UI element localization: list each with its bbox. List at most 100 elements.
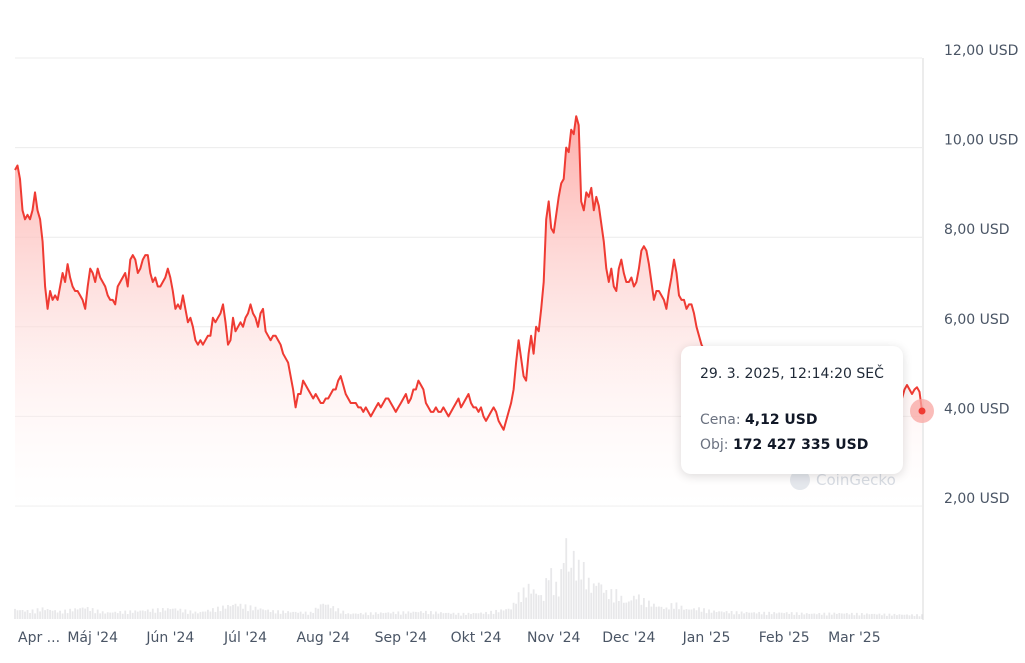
volume-bar xyxy=(337,608,340,619)
volume-bar xyxy=(354,613,357,619)
volume-bar xyxy=(31,609,34,619)
tooltip-price-value: 4,12 USD xyxy=(745,412,818,428)
tooltip-volume-label: Obj: xyxy=(700,437,729,453)
hover-marker[interactable] xyxy=(918,407,926,415)
x-tick-label: Okt '24 xyxy=(451,630,502,646)
volume-bar xyxy=(119,611,122,619)
volume-bar xyxy=(239,603,242,619)
volume-bar xyxy=(64,609,67,619)
volume-bar xyxy=(24,611,26,619)
volume-bar xyxy=(537,595,540,619)
volume-bar xyxy=(637,594,640,619)
volume-bar xyxy=(232,604,234,619)
volume-bar xyxy=(860,613,863,619)
volume-bar xyxy=(394,614,397,619)
volume-bar xyxy=(502,610,505,619)
volume-bar xyxy=(154,612,157,619)
volume-bar xyxy=(587,577,590,619)
volume-bar xyxy=(435,611,437,619)
volume-bar xyxy=(602,592,605,619)
volume-bar xyxy=(334,611,337,619)
y-tick-label: 4,00 USD xyxy=(944,401,1010,417)
volume-bar xyxy=(76,609,79,619)
volume-bar xyxy=(299,611,302,619)
volume-bar xyxy=(605,589,608,619)
volume-bar xyxy=(317,608,320,619)
volume-bar xyxy=(855,612,858,619)
x-tick-label: Dec '24 xyxy=(602,630,655,646)
volume-bar xyxy=(750,612,753,619)
volume-bar xyxy=(863,614,866,619)
volume-bar xyxy=(387,612,390,619)
volume-bar xyxy=(467,612,470,619)
volume-bar xyxy=(896,615,898,619)
volume-bar xyxy=(808,613,811,619)
volume-bar xyxy=(690,609,693,619)
volume-bar xyxy=(252,610,254,619)
volume-bar xyxy=(878,613,881,619)
volume-bar xyxy=(364,612,367,619)
volume-bar xyxy=(575,580,578,619)
volume-bar xyxy=(121,613,124,619)
volume-bar xyxy=(450,613,452,619)
volume-bar xyxy=(81,607,84,619)
volume-bar xyxy=(660,606,663,619)
y-tick-label: 12,00 USD xyxy=(944,43,1018,59)
volume-bar xyxy=(567,571,570,619)
volume-bar xyxy=(184,609,187,619)
volume-bar xyxy=(309,611,312,619)
volume-bar xyxy=(485,611,487,619)
volume-bar xyxy=(557,596,560,619)
volume-bar xyxy=(382,613,385,619)
volume-bar xyxy=(705,613,708,619)
volume-bar xyxy=(397,611,400,619)
volume-bar xyxy=(106,612,109,619)
volume-bar xyxy=(627,601,630,619)
volume-bar xyxy=(480,612,482,619)
volume-bar xyxy=(500,609,502,619)
volume-bar xyxy=(898,614,901,619)
volume-bar xyxy=(404,613,407,619)
volume-bar xyxy=(615,589,618,619)
volume-bar xyxy=(495,609,497,619)
volume-bar xyxy=(212,608,214,619)
volume-bar xyxy=(891,615,893,619)
tooltip-date: 29. 3. 2025, 12:14:20 SEČ xyxy=(700,366,884,382)
volume-bar xyxy=(344,614,347,619)
volume-bar xyxy=(289,612,292,619)
volume-bar xyxy=(700,611,703,619)
x-tick-label: Nov '24 xyxy=(527,630,581,646)
volume-bar xyxy=(389,613,392,619)
volume-bar xyxy=(710,612,713,619)
volume-bar xyxy=(522,587,525,619)
volume-bar xyxy=(329,608,332,619)
volume-bar xyxy=(713,610,715,619)
y-tick-label: 6,00 USD xyxy=(944,312,1010,328)
volume-bar xyxy=(124,610,127,619)
volume-bar xyxy=(903,614,906,619)
volume-bar xyxy=(257,609,259,619)
volume-bar xyxy=(790,612,793,619)
volume-bar xyxy=(171,608,174,619)
x-tick-label: Júl '24 xyxy=(223,630,267,646)
volume-bar xyxy=(740,611,743,619)
volume-bar xyxy=(287,611,290,619)
volume-bar xyxy=(617,601,620,619)
volume-bar xyxy=(352,613,355,619)
volume-bar xyxy=(610,589,613,619)
watermark-text: CoinGecko xyxy=(816,471,896,489)
volume-bar xyxy=(780,612,783,619)
volume-bar xyxy=(835,613,838,619)
volume-bar xyxy=(585,589,588,619)
volume-bar xyxy=(773,612,776,619)
volume-bar xyxy=(204,611,207,619)
volume-bar xyxy=(658,606,660,619)
volume-bars xyxy=(14,538,923,619)
volume-bar xyxy=(848,614,851,619)
volume-bar xyxy=(630,600,633,619)
volume-bar xyxy=(307,614,310,619)
tooltip-price-label: Cena: xyxy=(700,412,741,428)
volume-bar xyxy=(217,606,219,619)
volume-bar xyxy=(186,613,189,619)
